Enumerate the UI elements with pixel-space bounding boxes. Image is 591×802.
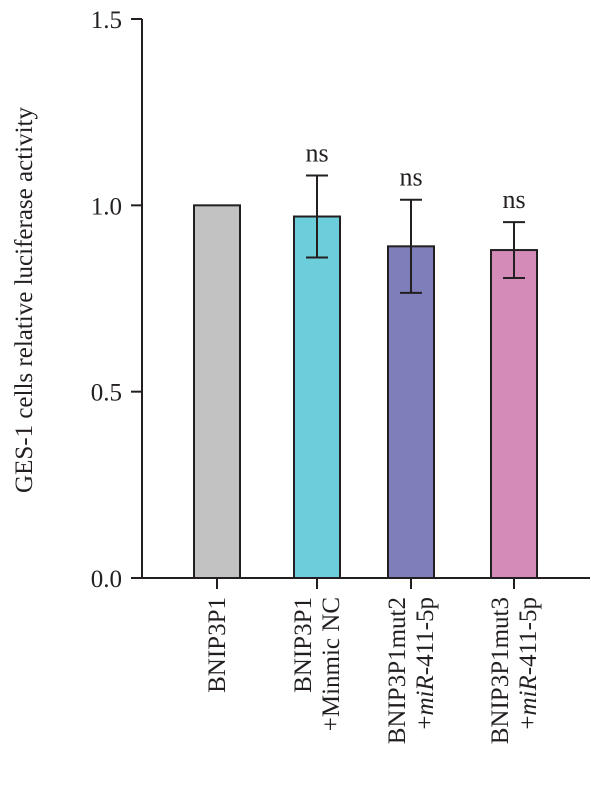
x-tick-label-part: -411-5p — [412, 597, 439, 675]
x-tick-label: BNIP3P1mut2 — [384, 597, 411, 744]
y-axis-label: GES-1 cells relative luciferase activity — [11, 107, 38, 493]
x-tick-labels: BNIP3P1 BNIP3P1 +Minmic NC BNIP3P1mut2 +miR-… — [204, 597, 542, 744]
bar — [193, 204, 241, 579]
x-tick-label: BNIP3P1mut3 — [487, 597, 514, 744]
x-tick-label-part: + — [515, 716, 542, 730]
x-tick-label: BNIP3P1 — [204, 597, 231, 693]
y-tick-label: 0.5 — [91, 380, 122, 407]
bar — [293, 215, 341, 579]
error-bars — [306, 174, 525, 294]
bars — [193, 204, 538, 579]
significance-label: ns — [305, 139, 328, 168]
bar — [387, 245, 435, 579]
x-tick-label-part: miR — [515, 675, 542, 715]
y-tick-label: 1.0 — [91, 193, 122, 220]
significance-label: ns — [399, 163, 422, 192]
x-tick-label-part: +Minmic NC — [318, 597, 345, 731]
x-tick-label-line2: +miR-411-5p — [515, 597, 542, 730]
y-tick-label: 1.5 — [91, 7, 122, 34]
significance-labels: ns ns ns — [305, 139, 525, 215]
x-tick-label-part: + — [412, 716, 439, 730]
y-tick-label: 0.0 — [91, 566, 122, 593]
x-tick-label-part: miR — [412, 675, 439, 715]
x-tick-label-line2: +Minmic NC — [318, 597, 345, 731]
x-tick-label-line2: +miR-411-5p — [412, 597, 439, 730]
x-tick-label-part: -411-5p — [515, 597, 542, 675]
x-tick-label: BNIP3P1 — [290, 597, 317, 693]
significance-label: ns — [502, 185, 525, 214]
bar — [490, 249, 538, 579]
y-axis-label-group: GES-1 cells relative luciferase activity — [11, 107, 38, 493]
